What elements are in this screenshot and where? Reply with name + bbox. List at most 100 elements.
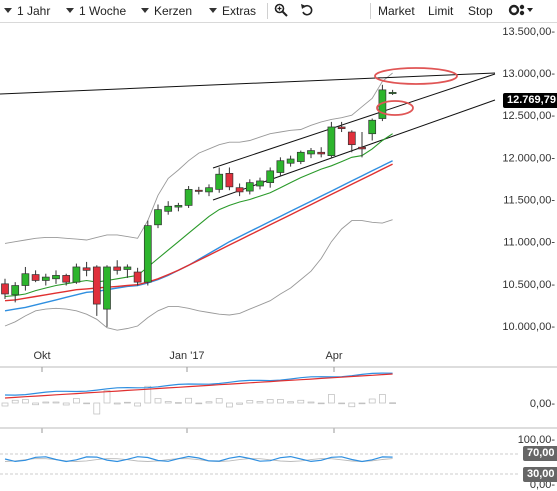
chevron-down-icon [209,8,217,13]
histogram-bar [266,399,274,404]
candle[interactable] [174,202,183,212]
interval-dropdown[interactable]: 1 Woche [66,3,126,19]
moving-averages [4,133,393,312]
histogram-bar [226,402,233,408]
candle-body [1,283,9,295]
candle[interactable] [164,201,173,215]
candle[interactable] [21,266,30,291]
candle[interactable] [317,147,326,158]
price-chart[interactable]: 13.500,00- 13.000,00- 12.500,00- 12.000,00-… [0,23,557,491]
histogram-bar [317,402,325,405]
histogram-bar [93,402,101,415]
candle-body [317,151,326,155]
candle[interactable] [368,118,377,141]
candle[interactable] [103,265,111,327]
highlight-ellipse-top[interactable] [374,67,458,85]
zoom-button[interactable] [274,3,288,19]
histogram-bar [379,394,386,404]
chart-type-dropdown[interactable]: Kerzen [141,3,192,19]
candle[interactable] [72,263,81,284]
candle[interactable] [205,184,213,197]
candle-body [286,158,295,164]
candle[interactable] [347,130,356,153]
candle[interactable] [11,282,20,303]
candle-body [266,170,275,183]
candle-body [72,266,81,283]
candle[interactable] [92,265,101,316]
candle[interactable] [184,186,193,208]
candle[interactable] [52,270,60,284]
chevron-down-icon [4,8,12,13]
histogram-bar [358,402,366,405]
settings-button[interactable] [508,3,534,19]
candle[interactable] [82,261,91,277]
histogram-bar [113,402,121,405]
histogram-bar [164,401,172,404]
candle-body [215,173,224,190]
channel-lower-trendline[interactable] [212,99,496,201]
candle[interactable] [225,167,234,191]
market-order-button[interactable]: Market [378,4,415,18]
time-axis-label: Okt [33,350,50,362]
extras-label: Extras [222,4,257,18]
candle[interactable] [388,89,397,95]
candle[interactable] [256,177,264,190]
histogram-bar [368,398,376,404]
candle-body [52,275,60,280]
chevron-down-icon [66,8,74,13]
toolbar-divider [370,3,371,19]
candle[interactable] [194,186,203,195]
candle[interactable] [113,260,122,275]
histogram-bar [52,401,60,404]
histogram-bar [297,399,305,404]
undo-button[interactable] [300,3,314,19]
candle[interactable] [31,270,40,283]
candle[interactable] [266,167,275,188]
resistance-trendline[interactable] [0,72,496,95]
histogram-bar [185,397,192,404]
time-axis-label: Apr [325,350,342,362]
candle[interactable] [154,204,162,229]
candle[interactable] [62,273,71,286]
histogram-bar [246,400,254,404]
candle[interactable] [245,179,254,195]
candle[interactable] [215,167,224,193]
candle-body [103,266,111,310]
limit-order-button[interactable]: Limit [428,4,454,18]
candle[interactable] [1,278,9,300]
candle[interactable] [327,121,336,159]
candle[interactable] [235,183,244,197]
bollinger-lower-line [4,219,393,331]
candle[interactable] [296,150,305,165]
candle[interactable] [123,264,132,278]
candle-body [235,187,244,193]
candle-body [62,275,71,283]
candle-body [123,266,132,270]
candle[interactable] [286,155,295,167]
period-dropdown[interactable]: 1 Jahr [4,3,50,19]
stop-order-button[interactable]: Stop [468,4,493,18]
price-axis-label: 13.000,00- [502,68,555,80]
chevron-down-icon [141,8,149,13]
candle[interactable] [133,267,142,286]
extras-dropdown[interactable]: Extras [209,3,256,19]
price-axis-label: 11.500,00- [503,195,555,207]
candle[interactable] [358,132,366,158]
histogram-bar [22,399,29,404]
histogram-bar [175,402,182,404]
candle[interactable] [276,157,285,176]
highlight-ellipse-price[interactable] [376,100,414,116]
candle[interactable] [143,220,152,286]
candle[interactable] [307,148,315,159]
histogram-bar [144,385,152,404]
price-axis-label: 11.000,00- [503,237,555,249]
candle[interactable] [337,121,346,133]
histogram-bar [195,402,203,405]
candle[interactable] [41,273,50,286]
candle-body [41,276,50,281]
candle-body [276,160,285,173]
histogram-bar [73,398,80,404]
indicator2-axis-label: 100,00- [518,434,556,446]
histogram-bar [215,398,223,404]
channel-upper-trendline[interactable] [212,73,496,169]
